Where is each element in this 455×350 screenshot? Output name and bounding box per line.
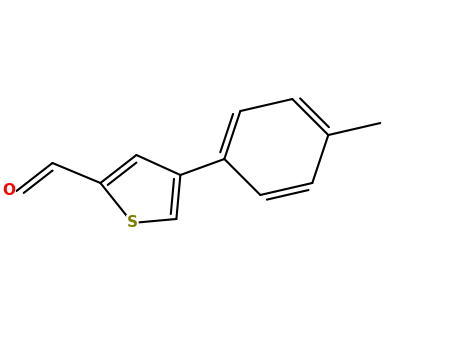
Text: S: S	[127, 216, 138, 230]
Text: O: O	[2, 183, 15, 198]
